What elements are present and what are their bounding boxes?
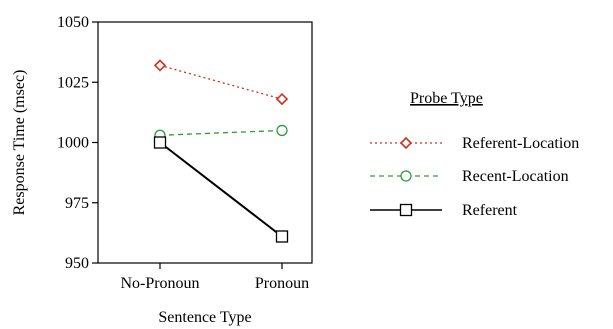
y-tick-label: 950 [65, 255, 89, 272]
x-axis-label: Sentence Type [158, 309, 251, 326]
legend-item: Recent-Location [370, 168, 569, 185]
data-point-circle [276, 124, 288, 137]
y-tick-label: 1025 [57, 74, 89, 91]
legend-label: Recent-Location [462, 168, 569, 185]
y-tick-label: 975 [65, 195, 89, 212]
y-axis: 950 975 1000 1025 1050 [57, 14, 98, 272]
data-point-diamond [275, 92, 289, 106]
y-tick-label: 1050 [57, 14, 89, 31]
series-referent-location [153, 59, 289, 106]
x-tick-label: Pronoun [255, 275, 309, 292]
series-referent [153, 136, 289, 243]
legend-label: Referent-Location [462, 135, 579, 152]
x-tick-label: No-Pronoun [120, 275, 199, 292]
axes [97, 21, 313, 264]
series-layer [153, 59, 289, 243]
legend-title: Probe Type [410, 90, 483, 107]
legend-marker-diamond [399, 136, 413, 150]
legend-item: Referent-Location [370, 135, 579, 152]
legend-marker-square [399, 203, 413, 217]
series-line [159, 64, 283, 100]
legend-item: Referent [370, 202, 518, 219]
legend: Probe Type Referent-Location Recent-Locat… [370, 90, 579, 219]
x-axis: No-Pronoun Pronoun [120, 263, 309, 292]
plot-area [97, 21, 313, 264]
legend-marker-circle [400, 170, 412, 182]
legend-label: Referent [462, 202, 518, 219]
data-point-diamond [153, 59, 167, 72]
series-line [159, 141, 283, 238]
series-line [159, 129, 283, 136]
y-tick-label: 1000 [57, 135, 89, 152]
data-point-square [275, 230, 289, 243]
y-axis-label: Response Time (msec) [11, 70, 28, 216]
series-recent-location [154, 124, 288, 141]
data-point-square [153, 136, 167, 149]
